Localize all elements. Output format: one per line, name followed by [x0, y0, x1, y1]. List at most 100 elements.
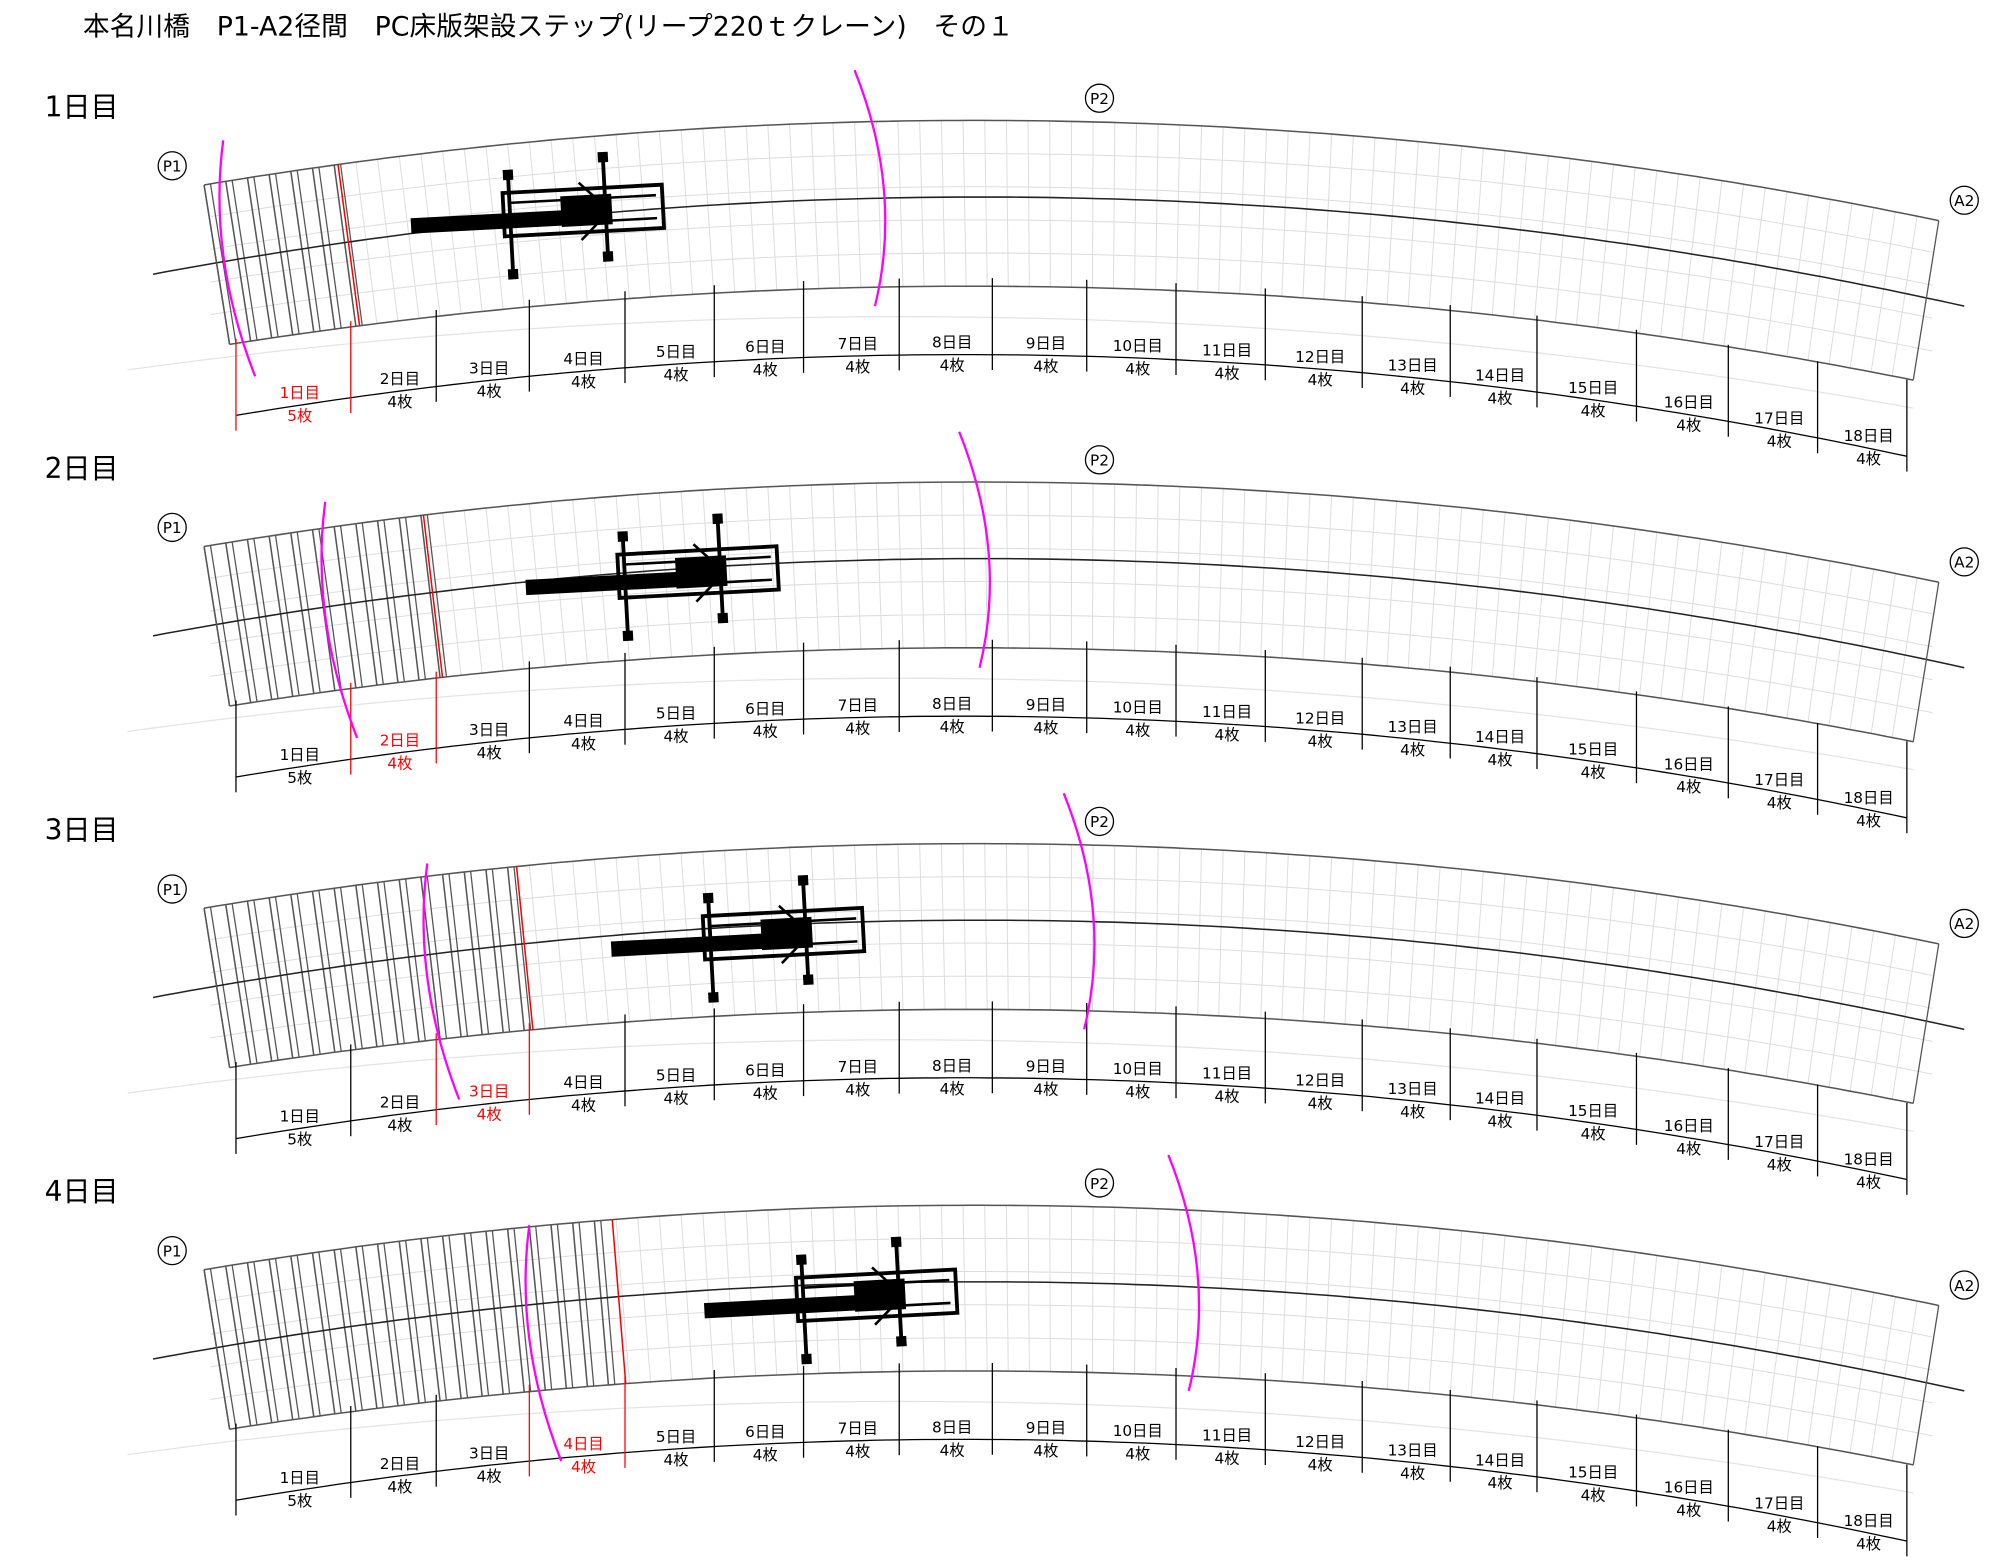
- outrigger-pad: [890, 1236, 902, 1248]
- segment-day: 4日目: [563, 350, 603, 368]
- slab-line: [1407, 1226, 1419, 1392]
- segment-day: 9日目: [1026, 1058, 1066, 1076]
- slab-line: [404, 517, 427, 680]
- segment-day: 6日目: [745, 700, 785, 718]
- slab-line: [485, 507, 504, 672]
- segment-count: 4枚: [1400, 380, 1425, 398]
- slab-line: [1828, 203, 1853, 365]
- slab-line: [1428, 1228, 1441, 1394]
- slab-line: [398, 1241, 420, 1404]
- slab-line: [355, 162, 378, 324]
- segment-count: 4枚: [477, 744, 502, 762]
- segment-day: 4日目: [563, 1073, 603, 1091]
- slab-line: [745, 126, 757, 292]
- slab-line: [535, 1226, 553, 1390]
- segment-day: 7日目: [838, 1058, 878, 1076]
- lower-line: [127, 315, 1914, 409]
- segment-day: 14日目: [1475, 728, 1525, 746]
- segment-day: 11日目: [1202, 341, 1252, 359]
- slab-line: [1828, 564, 1853, 726]
- slab-line: [767, 125, 778, 291]
- slab-line: [355, 885, 378, 1047]
- crane-boom: [610, 933, 765, 957]
- slab-line: [268, 1259, 294, 1420]
- slab-line: [767, 1209, 778, 1376]
- slab-line: [253, 176, 279, 338]
- crane-deck: [853, 1278, 907, 1312]
- crane-deck: [560, 193, 613, 227]
- slab-line: [1723, 1268, 1745, 1432]
- slab-line: [1091, 1206, 1094, 1373]
- deck-end: [1912, 1305, 1940, 1466]
- slab-line: [1134, 1208, 1137, 1374]
- segment-day: 6日目: [745, 1061, 785, 1079]
- segment-day: 2日目: [380, 370, 420, 388]
- pier-marker: [1084, 1168, 1115, 1198]
- outrigger-pad: [617, 531, 629, 542]
- outrigger: [715, 521, 725, 616]
- crane-body: [793, 1267, 960, 1324]
- slab-line: [506, 867, 525, 1031]
- slab-line: [1702, 1265, 1723, 1428]
- slab-line: [1260, 1214, 1268, 1380]
- slab-line: [1239, 1213, 1246, 1379]
- slab-line: [1765, 191, 1788, 354]
- pier-label: P1: [163, 158, 182, 176]
- segment-count: 4枚: [571, 373, 596, 391]
- segment-count: 5枚: [287, 407, 312, 425]
- slab-line: [550, 863, 567, 1027]
- slab-line: [355, 523, 378, 686]
- slab-line: [1639, 170, 1658, 334]
- slab-line: [1323, 1218, 1333, 1385]
- slab-line: [919, 843, 925, 1010]
- slab-line: [615, 857, 630, 1022]
- slab-line: [1049, 1205, 1051, 1372]
- reach-arc: [958, 431, 992, 668]
- slab-line: [1365, 137, 1376, 303]
- slab-line: [463, 871, 483, 1035]
- segment-count: 4枚: [845, 1443, 870, 1461]
- segment-day: 14日目: [1475, 1451, 1525, 1469]
- segment-count: 4枚: [1487, 389, 1512, 407]
- segment-count: 4枚: [477, 1467, 502, 1485]
- step-heading: 4日目: [45, 1175, 119, 1208]
- slab-line: [723, 488, 736, 654]
- outrigger: [706, 900, 716, 995]
- slab-line: [572, 861, 588, 1026]
- slab-line: [225, 181, 252, 342]
- step-heading: 1日目: [45, 90, 119, 123]
- slab-line: [383, 519, 405, 682]
- segment-count: 4枚: [1400, 1464, 1425, 1482]
- segment-count: 4枚: [663, 366, 688, 384]
- outrigger-pad: [507, 268, 519, 280]
- slab-line: [420, 1238, 441, 1401]
- pier-marker: [1949, 185, 1979, 215]
- slab-line: [383, 1243, 405, 1406]
- slab-line: [615, 134, 630, 299]
- segment-count: 4枚: [753, 723, 778, 741]
- slab-line: [1302, 132, 1311, 298]
- slab-line: [268, 174, 294, 336]
- slab-line: [1344, 497, 1354, 663]
- slab-line: [404, 878, 427, 1041]
- slab-line: [513, 1228, 532, 1392]
- segment-count: 4枚: [663, 728, 688, 746]
- slab-line: [1744, 910, 1766, 1073]
- slab-line: [1512, 1237, 1528, 1403]
- segment-count: 4枚: [1125, 722, 1150, 740]
- slab-line: [1386, 139, 1398, 305]
- slab-line: [1576, 1246, 1593, 1410]
- segment-day: 18日目: [1844, 789, 1894, 807]
- slab-line: [296, 893, 321, 1055]
- pier-marker: [157, 1235, 187, 1266]
- slab-line: [246, 539, 273, 700]
- outrigger: [801, 882, 811, 978]
- slab-line: [1639, 1255, 1658, 1419]
- segment-count: 4枚: [1125, 1445, 1150, 1463]
- deck-edge: [229, 647, 1914, 743]
- install-limit: [337, 164, 361, 326]
- slab-line: [767, 486, 778, 652]
- lower-line: [127, 1039, 1914, 1132]
- slab-line: [550, 1224, 568, 1389]
- center-line: [152, 919, 1965, 1031]
